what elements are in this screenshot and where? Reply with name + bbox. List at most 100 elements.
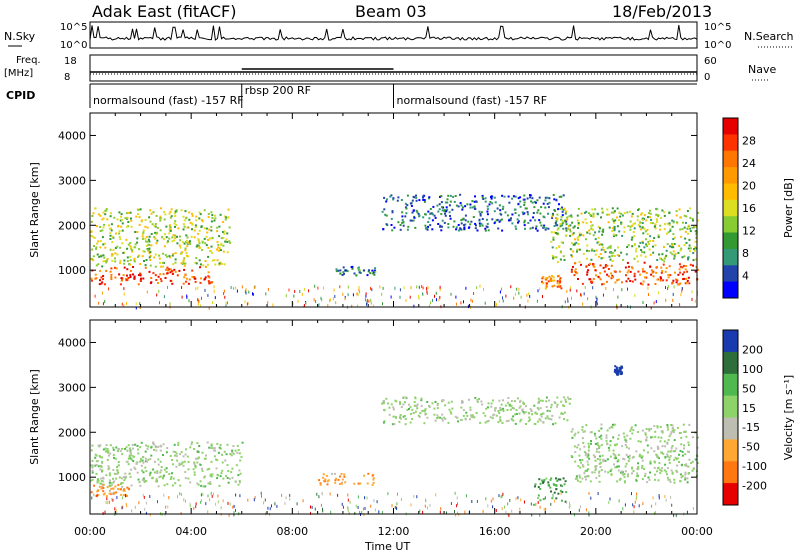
noise-cell xyxy=(229,502,231,506)
data-cell xyxy=(340,473,343,475)
data-cell xyxy=(482,198,485,200)
data-cell xyxy=(201,220,204,223)
data-cell xyxy=(629,228,632,231)
data-cell xyxy=(371,272,374,275)
data-cell xyxy=(615,216,618,219)
data-cell xyxy=(573,225,576,228)
data-cell xyxy=(363,474,366,477)
data-cell xyxy=(211,259,214,262)
data-cell xyxy=(391,210,394,213)
data-cell xyxy=(490,197,493,200)
data-cell xyxy=(687,247,690,250)
noise-cell xyxy=(108,287,110,291)
data-cell xyxy=(134,231,137,233)
data-cell xyxy=(621,445,624,448)
data-cell xyxy=(476,399,479,401)
data-cell xyxy=(196,244,199,247)
noise-cell xyxy=(616,303,617,307)
data-cell xyxy=(653,237,656,240)
data-cell xyxy=(123,266,126,269)
data-cell xyxy=(613,270,616,273)
data-cell xyxy=(576,219,579,222)
data-cell xyxy=(468,418,471,421)
noise-cell xyxy=(235,493,237,497)
data-cell xyxy=(569,248,572,251)
noise-cell xyxy=(261,494,262,498)
data-cell xyxy=(609,470,612,473)
data-cell xyxy=(104,246,107,249)
data-cell xyxy=(641,465,644,467)
data-cell xyxy=(504,211,507,214)
data-cell xyxy=(654,435,657,438)
data-cell xyxy=(633,272,636,275)
data-cell xyxy=(562,194,565,197)
data-cell xyxy=(98,255,101,258)
data-cell xyxy=(633,257,636,260)
noise-cell xyxy=(617,295,619,299)
data-cell xyxy=(492,414,495,417)
data-cell xyxy=(412,219,415,222)
data-cell xyxy=(174,225,176,228)
data-cell xyxy=(124,217,127,220)
x-tick-label: 20:00 xyxy=(580,525,612,538)
data-cell xyxy=(637,440,640,443)
noise-cell xyxy=(180,511,182,515)
data-cell xyxy=(600,427,603,430)
nsky-label: N.Sky xyxy=(4,30,36,43)
data-cell xyxy=(617,372,620,375)
noise-cell xyxy=(197,302,199,306)
data-cell xyxy=(556,261,559,264)
data-cell xyxy=(449,217,452,220)
data-cell xyxy=(510,217,512,220)
noise-cell xyxy=(168,496,170,500)
data-cell xyxy=(456,416,459,419)
noise-cell xyxy=(316,492,318,496)
data-cell xyxy=(547,206,550,209)
data-cell xyxy=(406,204,409,207)
data-cell xyxy=(334,479,337,482)
data-cell xyxy=(401,219,404,221)
data-cell xyxy=(531,226,534,229)
data-cell xyxy=(638,455,641,458)
noise-cell xyxy=(379,285,381,289)
data-cell xyxy=(174,215,177,217)
data-cell xyxy=(129,255,132,258)
noise-cell xyxy=(671,503,673,507)
data-cell xyxy=(154,460,156,463)
data-cell xyxy=(613,457,616,460)
data-cell xyxy=(562,477,565,480)
data-cell xyxy=(194,261,197,264)
noise-cell xyxy=(197,286,199,290)
data-cell xyxy=(151,477,154,480)
data-cell xyxy=(644,475,646,477)
data-cell xyxy=(489,201,492,203)
data-cell xyxy=(174,234,177,237)
data-cell xyxy=(368,269,370,272)
data-cell xyxy=(694,246,696,249)
data-cell xyxy=(602,458,605,461)
data-cell xyxy=(102,448,105,451)
data-cell xyxy=(121,222,124,225)
data-cell xyxy=(106,458,109,461)
noise-cell xyxy=(440,507,442,511)
data-cell xyxy=(133,466,136,469)
data-cell xyxy=(659,257,661,260)
data-cell xyxy=(610,272,613,275)
data-cell xyxy=(661,253,664,256)
data-cell xyxy=(101,469,104,472)
noise-cell xyxy=(224,295,226,299)
noise-cell xyxy=(588,513,590,517)
data-cell xyxy=(404,415,406,417)
data-cell xyxy=(608,449,611,452)
data-cell xyxy=(669,245,671,248)
data-cell xyxy=(542,276,545,279)
data-cell xyxy=(551,215,553,218)
data-cell xyxy=(185,448,187,451)
noise-cell xyxy=(592,286,594,290)
data-cell xyxy=(436,407,439,410)
noise-cell xyxy=(499,290,501,294)
data-cell xyxy=(543,216,546,219)
data-cell xyxy=(102,275,105,277)
data-cell xyxy=(469,409,472,411)
data-cell xyxy=(545,406,548,408)
